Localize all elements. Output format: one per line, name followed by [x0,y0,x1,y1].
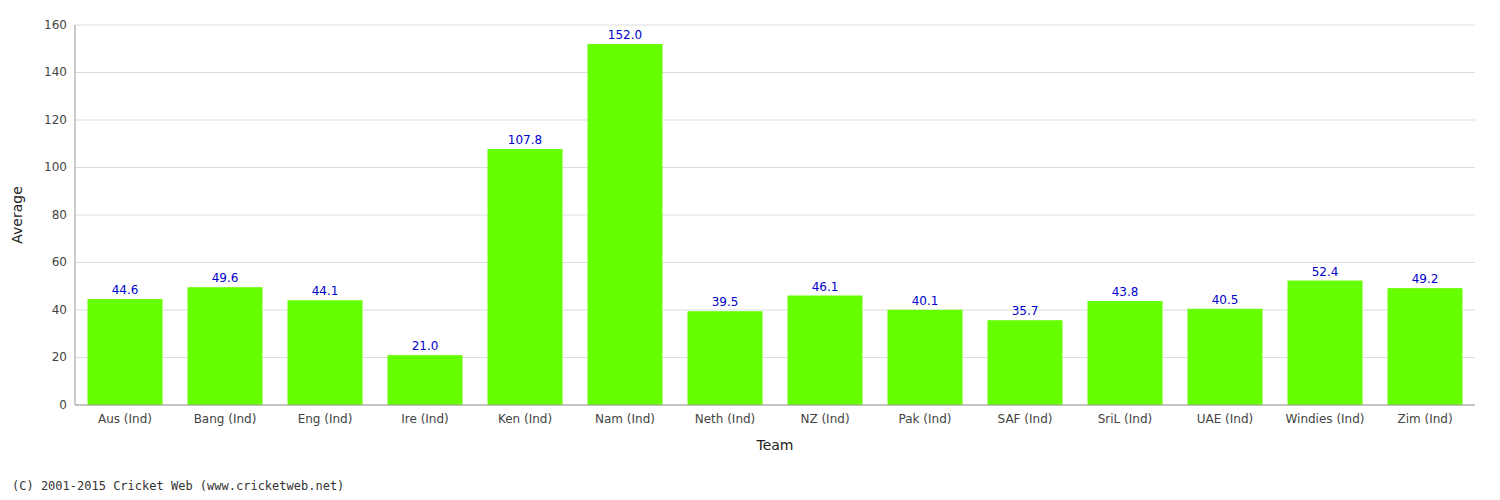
x-tick-label: Ire (Ind) [401,412,449,426]
grid-line [75,405,1475,406]
grid-line [75,310,1475,311]
data-label: 40.1 [912,294,939,308]
y-axis-line [75,25,76,405]
y-tick-label: 20 [52,350,67,364]
data-label: 35.7 [1012,304,1039,318]
y-grid [75,25,1475,405]
data-label: 49.2 [1412,272,1439,286]
footer-annotation: (C) 2001-2015 Cricket Web (www.cricketwe… [12,479,344,493]
data-label: 40.5 [1212,293,1239,307]
bar [188,287,263,405]
bar [488,149,563,405]
bars [88,44,1463,405]
x-tick-label: Bang (Ind) [194,412,257,426]
grid-line [75,262,1475,263]
grid-line [75,120,1475,121]
x-tick-label: Aus (Ind) [98,412,152,426]
x-tick-label: Zim (Ind) [1397,412,1452,426]
y-tick-label: 40 [52,303,67,317]
data-label: 39.5 [712,295,739,309]
chart-container: 0 20 40 60 80 100 120 140 160 44.6 49.6 44.1 21.0 107… [0,0,1500,500]
x-tick-label: SAF (Ind) [998,412,1053,426]
bar [688,311,763,405]
grid-line [75,215,1475,216]
data-label: 46.1 [812,280,839,294]
x-axis-line [75,405,1475,406]
bar [788,296,863,405]
bar [988,320,1063,405]
x-tick-label: NZ (Ind) [800,412,849,426]
x-tick-label: Windies (Ind) [1285,412,1364,426]
x-tick-label: Ken (Ind) [498,412,552,426]
bar [588,44,663,405]
y-tick-labels: 0 20 40 60 80 100 120 140 160 [44,18,67,412]
data-label: 21.0 [412,339,439,353]
y-tick-label: 60 [52,255,67,269]
y-tick-label: 120 [44,113,67,127]
bar [1088,301,1163,405]
bar [1188,309,1263,405]
y-tick-label: 140 [44,65,67,79]
x-tick-label: Eng (Ind) [298,412,353,426]
bar [888,310,963,405]
data-label: 44.6 [112,283,139,297]
bar [88,299,163,405]
y-tick-label: 0 [59,398,67,412]
grid-line [75,25,1475,26]
x-tick-label: Neth (Ind) [695,412,756,426]
grid-line [75,167,1475,168]
x-tick-labels: Aus (Ind) Bang (Ind) Eng (Ind) Ire (Ind) Ken… [98,412,1453,426]
data-label: 44.1 [312,284,339,298]
bar [388,355,463,405]
bar [1388,288,1463,405]
grid-line [75,72,1475,73]
data-label: 49.6 [212,271,239,285]
bar [288,300,363,405]
data-label: 43.8 [1112,285,1139,299]
grid-line [75,357,1475,358]
x-tick-label: Nam (Ind) [595,412,655,426]
y-tick-label: 80 [52,208,67,222]
y-tick-label: 100 [44,160,67,174]
data-labels: 44.6 49.6 44.1 21.0 107.8 152.0 39.5 46.1 40.1 35… [112,28,1439,353]
data-label: 52.4 [1312,265,1339,279]
bar [1288,281,1363,405]
x-tick-label: UAE (Ind) [1197,412,1254,426]
x-tick-label: SriL (Ind) [1098,412,1153,426]
x-tick-label: Pak (Ind) [899,412,952,426]
data-label: 107.8 [508,133,542,147]
x-axis-title: Team [755,437,793,453]
y-axis-title: Average [9,186,25,244]
data-label: 152.0 [608,28,642,42]
y-tick-label: 160 [44,18,67,32]
chart-svg: 0 20 40 60 80 100 120 140 160 44.6 49.6 44.1 21.0 107… [0,0,1500,500]
